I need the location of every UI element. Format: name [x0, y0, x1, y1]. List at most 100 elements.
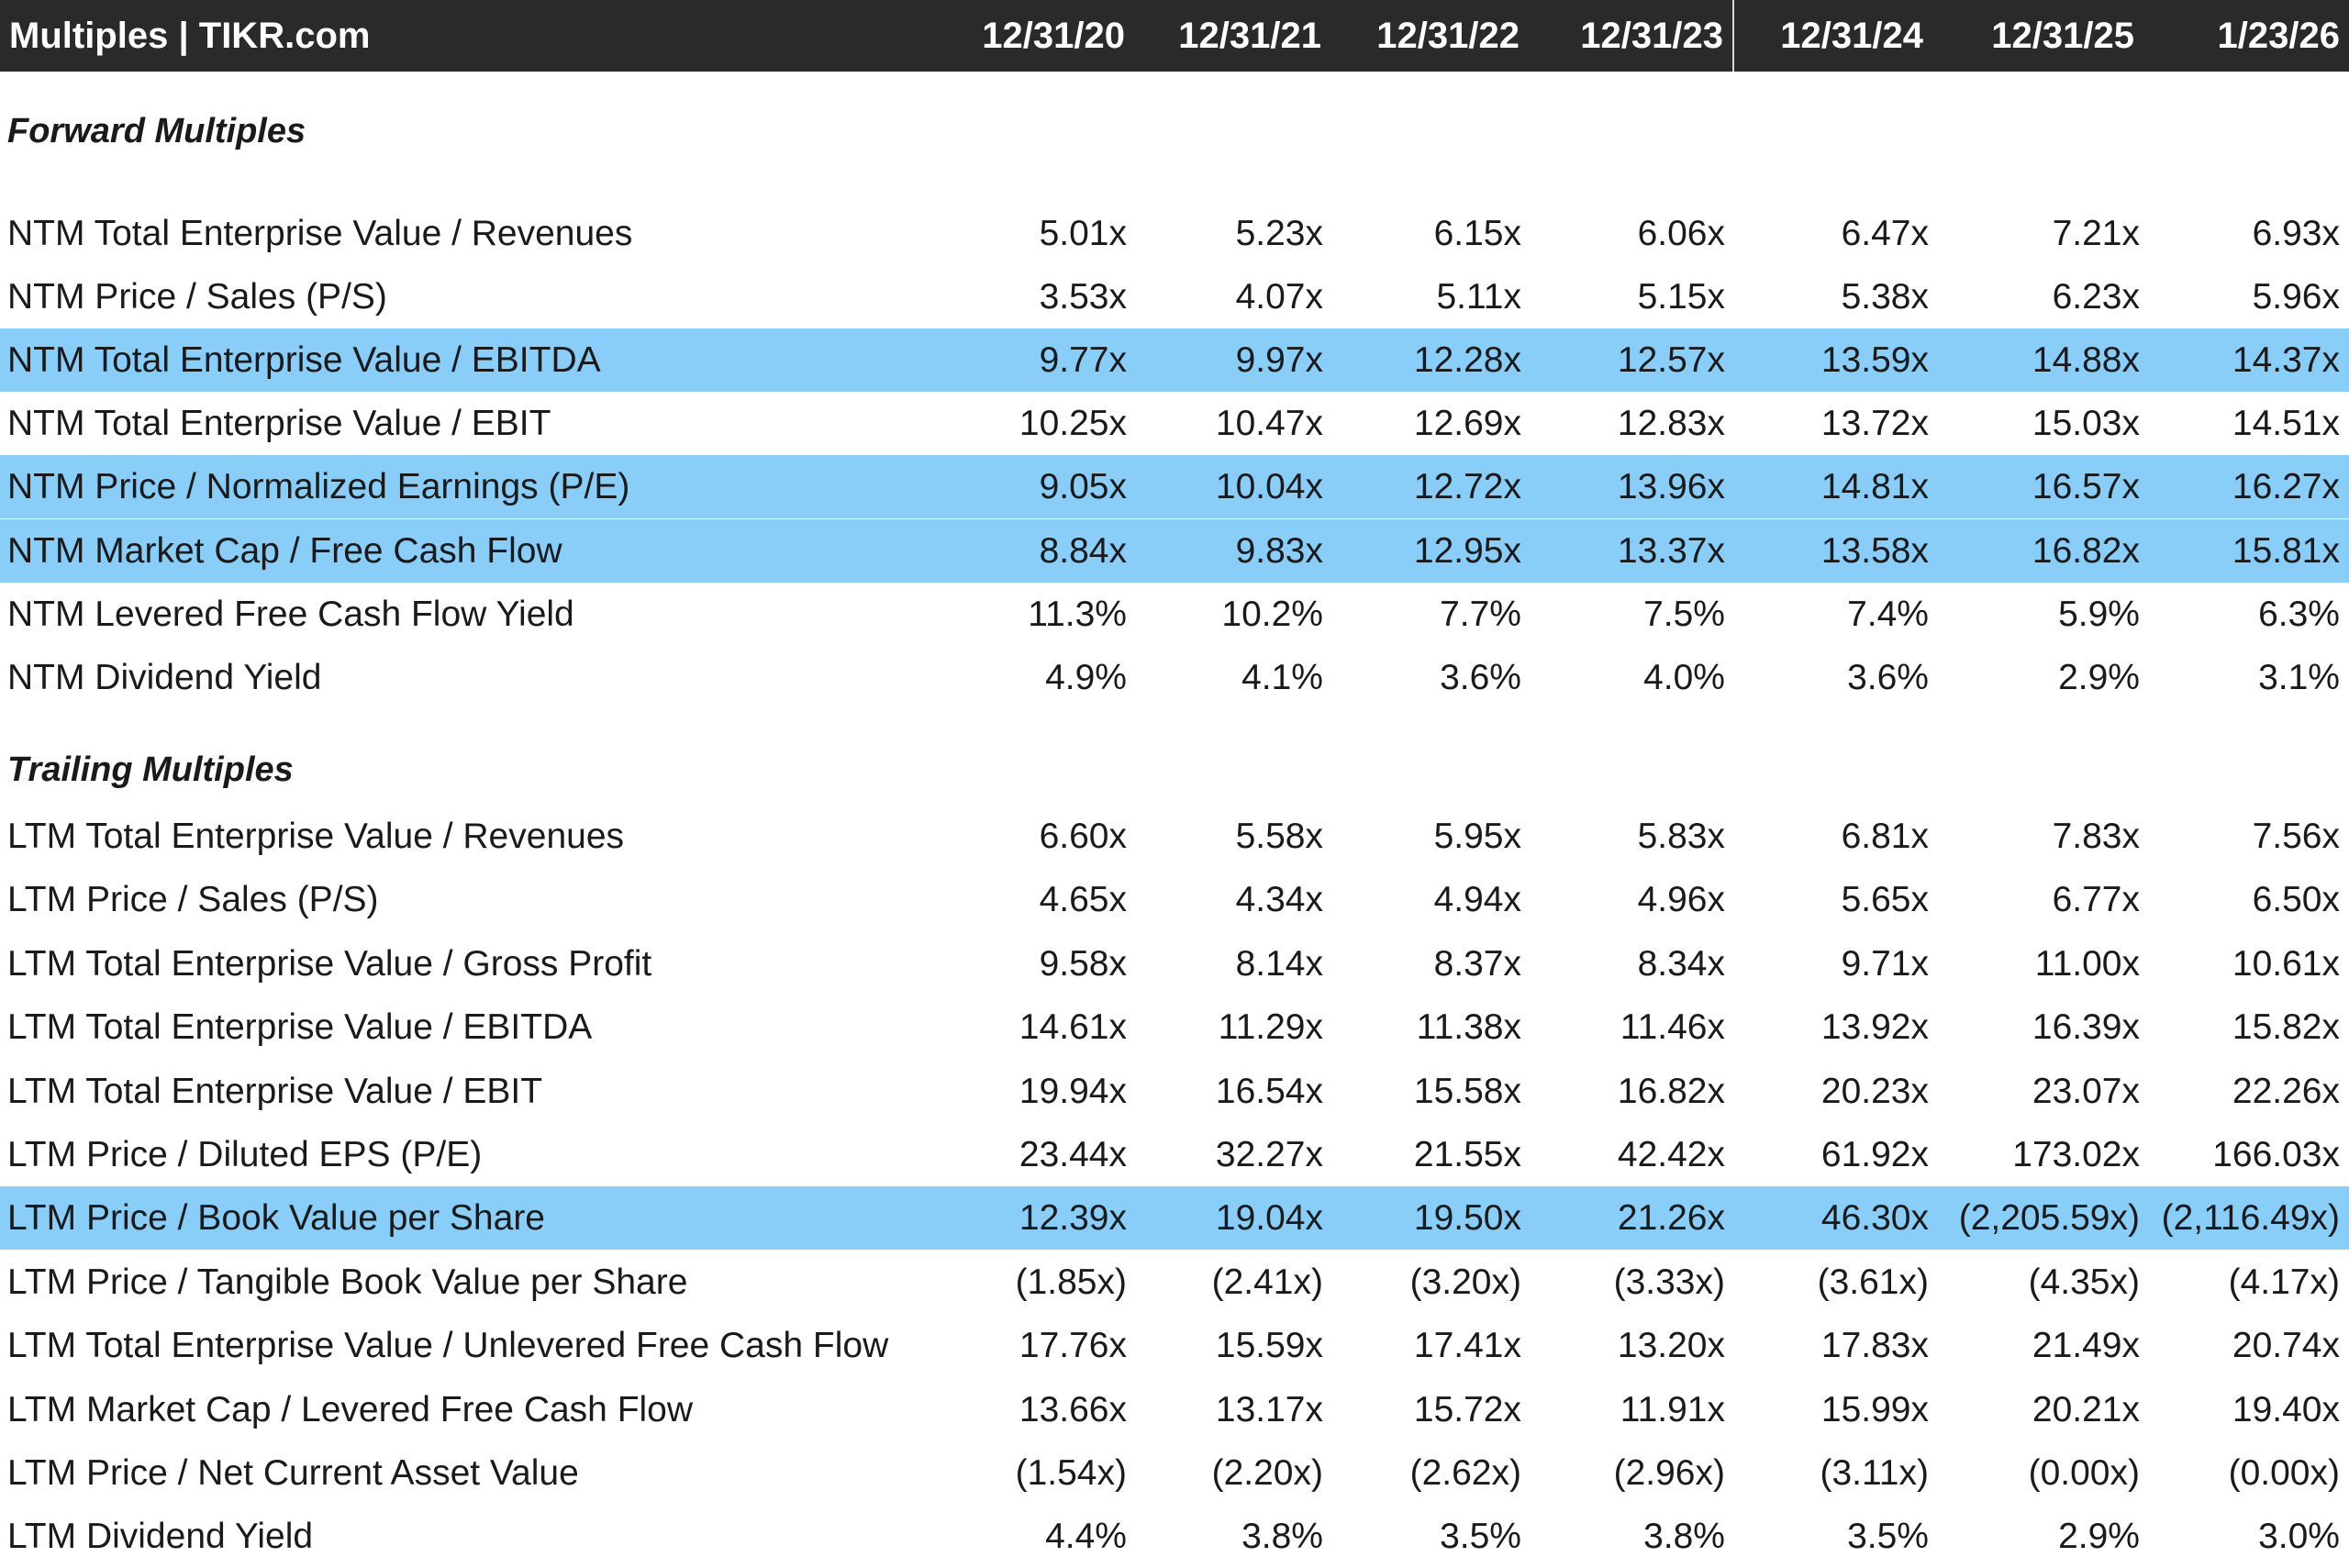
table-cell: 11.3%	[1028, 594, 1127, 634]
table-cell: 166.03x	[2212, 1135, 2340, 1174]
table-cell: 4.96x	[1637, 880, 1725, 920]
column-header-2024: 12/31/24	[1780, 16, 1923, 56]
table-cell: 11.29x	[1218, 1007, 1323, 1048]
table-cell: 6.60x	[1039, 817, 1127, 856]
column-header-2021: 12/31/21	[1178, 16, 1321, 56]
row-label: NTM Dividend Yield	[7, 657, 322, 697]
table-cell: 15.03x	[2032, 404, 2140, 444]
table-cell: 16.39x	[2032, 1007, 2140, 1048]
table-row: LTM Market Cap / Levered Free Cash Flow 1…	[0, 1378, 2349, 1441]
row-label: LTM Dividend Yield	[7, 1517, 314, 1557]
table-cell: 13.59x	[1820, 340, 1929, 381]
table-row: LTM Total Enterprise Value / EBITDA 14.61…	[0, 995, 2349, 1059]
table-cell: 46.30x	[1820, 1198, 1929, 1239]
table-row: LTM Price / Diluted EPS (P/E) 23.44x 32.27…	[0, 1123, 2349, 1186]
table-row: LTM Price / Sales (P/S) 4.65x 4.34x 4.94x 4.…	[0, 868, 2349, 931]
table-header: Multiples | TIKR.com 12/31/20 12/31/21 1…	[0, 0, 2349, 72]
table-cell: 9.83x	[1235, 530, 1323, 571]
row-label: LTM Total Enterprise Value / Gross Profi…	[7, 943, 652, 984]
table-cell: 2.9%	[2058, 1517, 2140, 1557]
row-label: LTM Price / Book Value per Share	[7, 1198, 545, 1239]
table-cell: 10.25x	[1019, 404, 1127, 444]
table-cell: 5.01x	[1039, 214, 1127, 253]
table-cell: 21.55x	[1413, 1135, 1521, 1174]
row-label: NTM Total Enterprise Value / EBIT	[7, 404, 551, 444]
table-cell: 21.26x	[1617, 1198, 1725, 1239]
table-cell: 5.95x	[1433, 817, 1521, 856]
table-cell: (2.62x)	[1409, 1453, 1521, 1493]
table-cell: 14.88x	[2032, 340, 2140, 381]
table-cell: 13.92x	[1820, 1007, 1929, 1048]
table-cell: 3.6%	[1847, 657, 1929, 697]
table-cell: 19.04x	[1215, 1198, 1323, 1239]
table-cell: 15.99x	[1820, 1389, 1929, 1429]
table-row: LTM Price / Tangible Book Value per Shar…	[0, 1251, 2349, 1314]
table-cell: 3.53x	[1039, 277, 1127, 317]
row-label: LTM Market Cap / Levered Free Cash Flow	[7, 1389, 694, 1429]
column-header-2022: 12/31/22	[1376, 16, 1520, 56]
table-row: NTM Total Enterprise Value / EBITDA 9.77x…	[0, 328, 2349, 393]
table-cell: 3.5%	[1847, 1517, 1929, 1557]
table-cell: 14.51x	[2232, 404, 2340, 444]
table-cell: 13.58x	[1820, 530, 1929, 571]
table-cell: 9.77x	[1039, 340, 1127, 381]
row-label: NTM Price / Sales (P/S)	[7, 277, 387, 317]
table-cell: 5.15x	[1637, 277, 1725, 317]
column-header-2025: 12/31/25	[1991, 16, 2134, 56]
table-cell: 17.41x	[1413, 1326, 1521, 1366]
table-cell: 4.94x	[1433, 880, 1521, 920]
table-row: LTM Total Enterprise Value / Gross Profi…	[0, 932, 2349, 995]
table-row: NTM Dividend Yield 4.9% 4.1% 3.6% 4.0% 3.6% 2.…	[0, 646, 2349, 709]
table-cell: 5.38x	[1841, 277, 1929, 317]
table-cell: 173.02x	[2012, 1135, 2140, 1174]
table-row: LTM Total Enterprise Value / Revenues 6.6…	[0, 805, 2349, 868]
table-cell: 4.34x	[1235, 880, 1323, 920]
table-cell: 7.7%	[1440, 594, 1521, 634]
table-cell: 10.47x	[1215, 404, 1323, 444]
table-cell: 6.06x	[1637, 214, 1725, 253]
table-cell: (2.96x)	[1613, 1453, 1725, 1493]
table-cell: 23.07x	[2032, 1071, 2140, 1111]
table-cell: 7.21x	[2052, 214, 2140, 253]
table-cell: 14.81x	[1820, 467, 1929, 507]
table-cell: 14.37x	[2232, 340, 2340, 381]
table-row: NTM Levered Free Cash Flow Yield 11.3% 10.…	[0, 583, 2349, 646]
table-cell: (3.20x)	[1409, 1262, 1521, 1302]
table-row: LTM Price / Book Value per Share 12.39x 19…	[0, 1186, 2349, 1251]
table-cell: 32.27x	[1215, 1135, 1323, 1174]
table-cell: 20.21x	[2032, 1389, 2140, 1429]
row-label: LTM Price / Diluted EPS (P/E)	[7, 1135, 483, 1174]
table-cell: 12.28x	[1413, 340, 1521, 381]
row-label: LTM Total Enterprise Value / Revenues	[7, 817, 625, 856]
table-row: NTM Total Enterprise Value / EBIT 10.25x 1…	[0, 392, 2349, 455]
table-cell: 5.58x	[1235, 817, 1323, 856]
row-label: NTM Total Enterprise Value / Revenues	[7, 214, 633, 253]
table-cell: 7.56x	[2252, 817, 2340, 856]
table-cell: 15.72x	[1413, 1389, 1521, 1429]
table-row: NTM Price / Normalized Earnings (P/E) 9.0…	[0, 455, 2349, 519]
table-cell: 5.96x	[2252, 277, 2340, 317]
table-cell: 3.0%	[2258, 1517, 2340, 1557]
table-cell: 14.61x	[1019, 1007, 1127, 1048]
table-cell: 11.38x	[1416, 1007, 1521, 1048]
row-label: LTM Total Enterprise Value / EBITDA	[7, 1007, 593, 1048]
table-cell: 16.57x	[2032, 467, 2140, 507]
column-header-2023: 12/31/23	[1580, 16, 1723, 56]
table-cell: 6.47x	[1841, 214, 1929, 253]
table-cell: 12.39x	[1019, 1198, 1127, 1239]
table-cell: 6.81x	[1841, 817, 1929, 856]
table-cell: 9.58x	[1039, 943, 1127, 984]
table-cell: 9.05x	[1039, 467, 1127, 507]
row-label: NTM Levered Free Cash Flow Yield	[7, 594, 574, 634]
table-cell: 22.26x	[2232, 1071, 2340, 1111]
table-cell: 5.65x	[1841, 880, 1929, 920]
table-cell: 4.4%	[1045, 1517, 1127, 1557]
table-cell: 19.40x	[2232, 1389, 2340, 1429]
table-row: LTM Dividend Yield 4.4% 3.8% 3.5% 3.8% 3.5% 2.…	[0, 1505, 2349, 1568]
table-cell: 5.83x	[1637, 817, 1725, 856]
table-cell: 3.1%	[2258, 657, 2340, 697]
table-cell: 3.5%	[1440, 1517, 1521, 1557]
table-cell: 12.95x	[1413, 530, 1521, 571]
table-cell: 16.82x	[1617, 1071, 1725, 1111]
table-cell: 6.23x	[2052, 277, 2140, 317]
